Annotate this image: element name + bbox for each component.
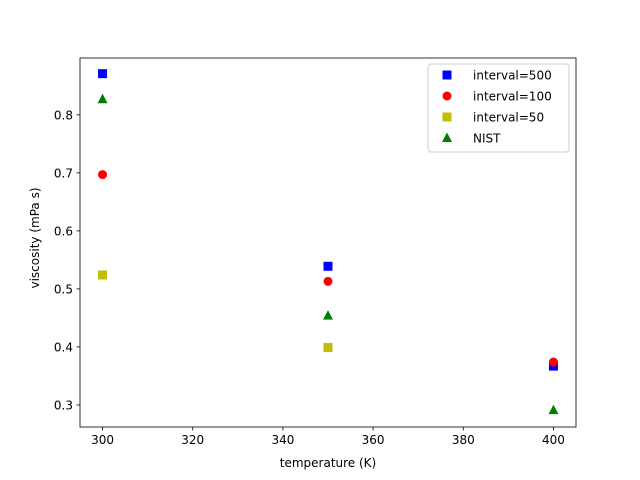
y-axis-ticks: 0.3 0.4 0.5 0.6 0.7 0.8 xyxy=(54,108,80,412)
data-point xyxy=(97,93,108,104)
x-tick-label: 300 xyxy=(91,433,114,447)
axes-frame xyxy=(79,57,577,428)
legend: interval=500 interval=100 interval=50 NIST xyxy=(427,63,570,153)
plot-area xyxy=(79,57,577,428)
series-2 xyxy=(98,270,333,353)
data-point xyxy=(548,357,558,367)
legend-item: interval=100 xyxy=(442,90,552,104)
legend-marker xyxy=(442,91,452,101)
legend-label: interval=100 xyxy=(473,90,552,104)
legend-marker xyxy=(442,132,452,142)
series-3 xyxy=(97,93,559,415)
data-point xyxy=(323,276,333,286)
x-tick-label: 380 xyxy=(452,433,475,447)
data-point xyxy=(323,310,333,320)
data-marks xyxy=(97,69,559,415)
legend-item: NIST xyxy=(442,132,501,146)
legend-item: interval=500 xyxy=(442,69,552,83)
data-point xyxy=(98,170,108,180)
y-tick-label: 0.7 xyxy=(54,166,73,180)
data-point xyxy=(548,404,559,415)
y-tick-label: 0.6 xyxy=(54,224,73,238)
y-tick-label: 0.3 xyxy=(54,398,73,412)
y-tick-label: 0.4 xyxy=(54,340,73,354)
x-tick-label: 340 xyxy=(271,433,294,447)
legend-label: NIST xyxy=(473,132,501,146)
legend-label: interval=500 xyxy=(473,69,552,83)
x-axis-ticks: 300 320 340 360 380 400 xyxy=(91,427,565,447)
data-point xyxy=(323,343,333,353)
legend-item: interval=50 xyxy=(442,111,544,125)
legend-marker xyxy=(442,112,452,122)
x-tick-label: 400 xyxy=(542,433,565,447)
data-point xyxy=(323,261,333,271)
x-tick-label: 320 xyxy=(181,433,204,447)
data-point xyxy=(98,69,108,79)
data-point xyxy=(98,270,108,280)
legend-label: interval=50 xyxy=(473,111,544,125)
x-axis-title: temperature (K) xyxy=(280,456,376,470)
series-1 xyxy=(98,170,558,367)
y-axis-title: viscosity (mPa s) xyxy=(28,187,42,288)
legend-marker xyxy=(442,70,452,80)
legend-box xyxy=(427,63,570,153)
x-tick-label: 360 xyxy=(362,433,385,447)
y-tick-label: 0.5 xyxy=(54,282,73,296)
y-tick-label: 0.8 xyxy=(54,108,73,122)
